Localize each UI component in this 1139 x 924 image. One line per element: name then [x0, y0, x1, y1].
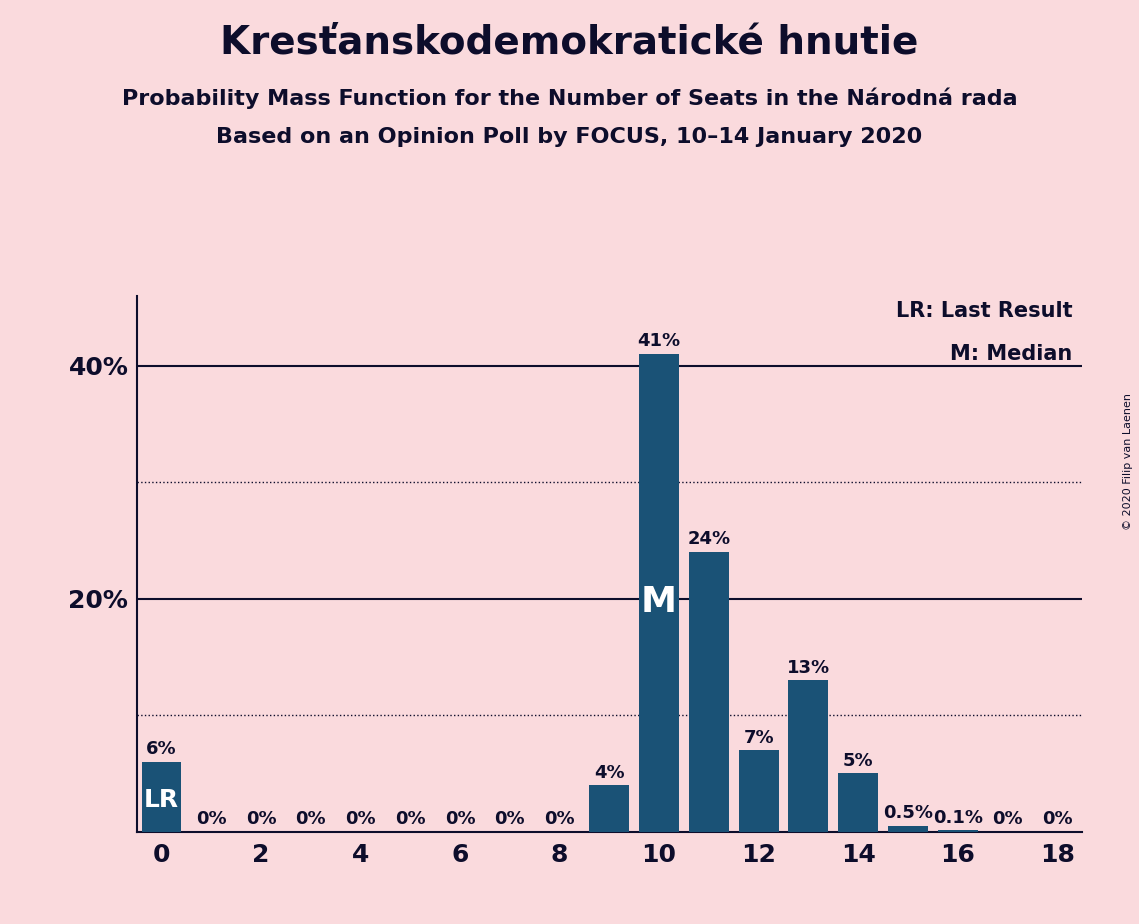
Text: 4%: 4%: [595, 763, 624, 782]
Text: 0%: 0%: [345, 810, 376, 828]
Bar: [141, 761, 181, 832]
Bar: [937, 831, 977, 832]
Bar: [739, 750, 779, 832]
Text: 7%: 7%: [744, 728, 773, 747]
Text: 13%: 13%: [787, 659, 830, 676]
Text: 0%: 0%: [544, 810, 575, 828]
Bar: [888, 826, 928, 832]
Bar: [838, 773, 878, 832]
Text: Kresťanskodemokratické hnutie: Kresťanskodemokratické hnutie: [220, 23, 919, 61]
Text: 0%: 0%: [196, 810, 227, 828]
Text: M: M: [641, 585, 677, 619]
Text: Based on an Opinion Poll by FOCUS, 10–14 January 2020: Based on an Opinion Poll by FOCUS, 10–14…: [216, 127, 923, 147]
Text: 0.1%: 0.1%: [933, 808, 983, 827]
Text: LR: LR: [144, 788, 179, 812]
Text: 0%: 0%: [1042, 810, 1073, 828]
Text: LR: Last Result: LR: Last Result: [896, 301, 1073, 321]
Text: 0.5%: 0.5%: [883, 804, 933, 822]
Text: Probability Mass Function for the Number of Seats in the Národná rada: Probability Mass Function for the Number…: [122, 88, 1017, 109]
Bar: [689, 552, 729, 832]
Text: 5%: 5%: [843, 752, 874, 770]
Text: © 2020 Filip van Laenen: © 2020 Filip van Laenen: [1123, 394, 1133, 530]
Bar: [590, 785, 629, 832]
Bar: [639, 354, 679, 832]
Text: 0%: 0%: [295, 810, 326, 828]
Text: 0%: 0%: [246, 810, 277, 828]
Text: 6%: 6%: [146, 740, 177, 759]
Text: 0%: 0%: [494, 810, 525, 828]
Text: 0%: 0%: [445, 810, 475, 828]
Text: 24%: 24%: [687, 530, 730, 549]
Text: 0%: 0%: [395, 810, 426, 828]
Text: M: Median: M: Median: [950, 344, 1073, 364]
Bar: [788, 680, 828, 832]
Text: 0%: 0%: [992, 810, 1023, 828]
Text: 41%: 41%: [638, 333, 681, 350]
